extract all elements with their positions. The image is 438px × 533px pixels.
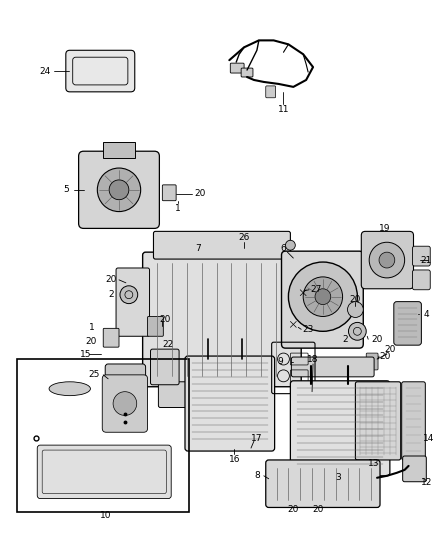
Circle shape: [120, 286, 138, 304]
Ellipse shape: [49, 382, 90, 395]
FancyBboxPatch shape: [394, 302, 421, 345]
Text: 20: 20: [106, 276, 117, 285]
FancyBboxPatch shape: [159, 382, 212, 408]
Text: 16: 16: [229, 456, 240, 464]
FancyBboxPatch shape: [230, 63, 244, 73]
Text: 26: 26: [238, 233, 250, 242]
Text: 12: 12: [420, 478, 432, 487]
Text: 2: 2: [108, 290, 114, 299]
FancyBboxPatch shape: [266, 460, 380, 507]
Text: 1: 1: [175, 204, 181, 213]
Text: 19: 19: [379, 224, 391, 233]
FancyBboxPatch shape: [355, 382, 401, 460]
FancyBboxPatch shape: [361, 231, 413, 289]
FancyBboxPatch shape: [290, 381, 390, 476]
FancyBboxPatch shape: [241, 68, 253, 77]
Text: 20: 20: [379, 352, 391, 360]
Text: 7: 7: [195, 244, 201, 253]
Text: 22: 22: [162, 340, 174, 349]
Text: 11: 11: [278, 105, 289, 114]
Text: 20: 20: [159, 315, 171, 324]
FancyBboxPatch shape: [148, 317, 163, 336]
Text: 13: 13: [368, 459, 380, 469]
Text: 3: 3: [335, 473, 340, 482]
Circle shape: [113, 392, 137, 415]
Text: 20: 20: [371, 335, 383, 344]
Circle shape: [97, 168, 141, 212]
Circle shape: [115, 378, 135, 398]
Text: 20: 20: [194, 189, 205, 198]
Text: 21: 21: [420, 255, 432, 264]
FancyBboxPatch shape: [151, 349, 179, 385]
Text: 2: 2: [343, 335, 348, 344]
Circle shape: [349, 322, 366, 340]
Text: 4: 4: [424, 310, 429, 319]
FancyBboxPatch shape: [37, 445, 171, 498]
FancyBboxPatch shape: [103, 328, 119, 347]
Circle shape: [286, 240, 295, 250]
Circle shape: [379, 252, 395, 268]
Text: 25: 25: [88, 370, 100, 379]
FancyBboxPatch shape: [143, 252, 301, 387]
FancyBboxPatch shape: [366, 353, 378, 370]
FancyBboxPatch shape: [282, 251, 363, 348]
Text: 18: 18: [307, 354, 319, 364]
Text: 14: 14: [423, 434, 434, 443]
FancyBboxPatch shape: [116, 268, 149, 336]
Text: 15: 15: [80, 350, 91, 359]
Text: 5: 5: [63, 185, 69, 195]
Text: 17: 17: [251, 434, 263, 443]
FancyBboxPatch shape: [185, 356, 275, 451]
Circle shape: [303, 277, 343, 317]
Circle shape: [297, 287, 309, 298]
FancyBboxPatch shape: [153, 231, 290, 259]
Text: 6: 6: [281, 244, 286, 253]
FancyBboxPatch shape: [291, 357, 374, 377]
Bar: [103, 142, 135, 158]
Text: 20: 20: [312, 505, 324, 514]
FancyBboxPatch shape: [102, 375, 148, 432]
Circle shape: [288, 319, 298, 329]
Text: 23: 23: [302, 325, 314, 334]
FancyBboxPatch shape: [403, 456, 426, 482]
FancyBboxPatch shape: [413, 246, 430, 266]
Text: 9: 9: [278, 358, 283, 367]
Circle shape: [288, 262, 357, 332]
Text: 27: 27: [310, 285, 321, 294]
Circle shape: [369, 243, 405, 278]
FancyBboxPatch shape: [105, 364, 145, 411]
FancyBboxPatch shape: [66, 50, 135, 92]
Text: 1: 1: [88, 323, 94, 332]
Circle shape: [347, 302, 363, 318]
FancyBboxPatch shape: [78, 151, 159, 229]
Text: 20: 20: [288, 505, 299, 514]
Bar: [17, 359, 189, 512]
Text: 10: 10: [99, 511, 111, 520]
Circle shape: [315, 289, 331, 304]
Text: 20: 20: [86, 337, 97, 346]
FancyBboxPatch shape: [402, 382, 425, 460]
FancyBboxPatch shape: [162, 185, 176, 201]
Text: 20: 20: [350, 295, 361, 304]
FancyBboxPatch shape: [266, 86, 276, 98]
Circle shape: [109, 180, 129, 200]
Text: 24: 24: [39, 67, 51, 76]
Text: 20: 20: [384, 345, 396, 353]
Text: 8: 8: [254, 471, 260, 480]
FancyBboxPatch shape: [413, 270, 430, 290]
